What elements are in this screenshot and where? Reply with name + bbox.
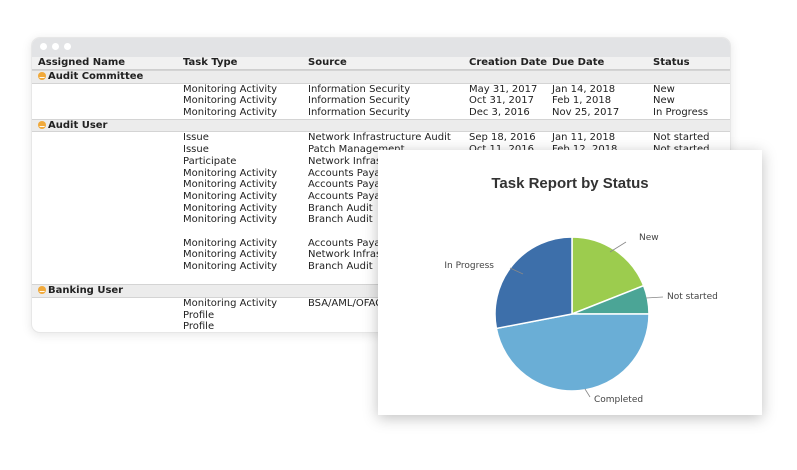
pie-slice-in-progress[interactable] [494,236,573,330]
table-row[interactable]: Monitoring Activity Accounts Payabl [32,168,730,180]
slice-label-connector [645,296,664,299]
column-header-status[interactable]: Status [653,57,690,68]
table-cell: Accounts Payabl [308,190,390,202]
slice-label: Not started [667,292,718,302]
table-cell: Dec 3, 2016 [469,107,530,119]
table-cell: Monitoring Activity [183,202,278,214]
table-row[interactable]: Monitoring Activity Accounts Payabl [32,238,730,250]
table-row[interactable]: Profile [32,310,730,322]
window-close-dot[interactable] [40,43,47,50]
table-cell: Branch Audit [308,261,373,272]
table-cell: Monitoring Activity [183,167,278,179]
table-cell: Accounts Payabl [308,179,390,191]
window-maximize-dot[interactable] [64,43,71,50]
column-header-creation-date[interactable]: Creation Date [469,57,548,68]
table-header: Assigned Name Task Type Source Creation … [32,57,730,70]
table-cell: May 31, 2017 [469,83,538,95]
column-header-assigned-name[interactable]: Assigned Name [38,57,126,68]
collapse-toggle-icon[interactable]: − [38,72,46,82]
table-cell: Accounts Payabl [308,237,390,249]
table-cell: Feb 12, 2018 [552,144,617,156]
table-cell: Accounts Payabl [308,167,390,179]
column-header-task-type[interactable]: Task Type [183,57,238,68]
table-cell: Monitoring Activity [183,107,278,119]
table-cell: Information Security [308,107,411,119]
slice-label-connector [609,241,627,253]
table-cell: Network Infrastructure Audit [308,132,451,144]
table-cell: Not started [653,132,710,144]
table-row[interactable]: Monitoring Activity Branch Audit [32,214,730,226]
pie-chart: New Not started Completed In Progress [444,233,718,405]
pie-slice-new[interactable] [571,236,645,316]
column-header-due-date[interactable]: Due Date [552,57,605,68]
table-cell: In Progress [653,107,709,119]
table-cell: Issue [183,144,209,156]
table-cell: Participate [183,155,237,167]
table-row[interactable]: Monitoring Activity Information Security O… [32,95,730,107]
table-row[interactable]: Monitoring Activity Information Security M… [32,84,730,96]
chart-title: Task Report by Status [491,175,649,192]
table-cell: Jan 11, 2018 [552,132,616,144]
table-cell: Information Security [308,95,411,107]
table-cell: Branch Audit [308,202,373,214]
table-row[interactable]: Monitoring Activity BSA/AML/OFAC [32,298,730,310]
window-titlebar [32,38,730,57]
table-row[interactable]: Participate Network Infrastr [32,156,730,168]
slice-label-connector [509,267,524,275]
group-row[interactable]: − Audit User [32,118,730,133]
slice-label: In Progress [444,261,494,271]
table-cell: Information Security [308,83,411,95]
slice-label: New [639,233,659,243]
pie-slice-completed[interactable] [495,313,650,392]
table-cell: Feb 1, 2018 [552,95,612,107]
table-row[interactable]: Monitoring Activity Branch Audit [32,203,730,215]
table-cell: Monitoring Activity [183,95,278,107]
table-cell: Sep 18, 2016 [469,132,536,144]
table-cell: Monitoring Activity [183,83,278,95]
group-row[interactable]: − Audit Committee [32,70,730,84]
table-cell: Monitoring Activity [183,249,278,261]
slice-label: Completed [594,395,643,405]
table-row[interactable]: Issue Network Infrastructure Audit Sep 18,… [32,132,730,144]
collapse-toggle-icon[interactable]: − [38,286,46,297]
table-cell: Not started [653,144,710,156]
table-cell: Issue [183,132,209,144]
table-cell: Monitoring Activity [183,214,278,226]
table-row[interactable]: Profile [32,321,730,333]
group-name: Banking User [48,285,124,297]
table-cell: Profile [183,321,215,333]
table-cell: Network Infrastr [308,249,390,261]
group-name: Audit Committee [48,71,144,82]
table-cell: BSA/AML/OFAC [308,298,383,310]
table-cell: Branch Audit [308,214,373,226]
table-cell: New [653,83,675,95]
table-row[interactable]: Issue Patch Management Oct 11, 2016 Feb 12,… [32,144,730,156]
window-minimize-dot[interactable] [52,43,59,50]
table-cell: Patch Management [308,144,405,156]
table-cell: Monitoring Activity [183,261,278,272]
table-cell: Jan 14, 2018 [552,83,616,95]
collapse-toggle-icon[interactable]: − [38,120,46,131]
table-cell: Oct 31, 2017 [469,95,534,107]
table-cell: Network Infrastr [308,155,390,167]
table-row[interactable]: Monitoring Activity Accounts Payabl [32,179,730,191]
table-cell: Monitoring Activity [183,190,278,202]
table-row[interactable]: Monitoring Activity Network Infrastr [32,249,730,261]
table-cell: Nov 25, 2017 [552,107,620,119]
slice-label-connector [584,388,591,398]
group-name: Audit User [48,119,108,131]
table-cell: Oct 11, 2016 [469,144,534,156]
table-cell: Profile [183,309,215,321]
table-row[interactable]: Monitoring Activity Branch Audit [32,261,730,273]
table-row[interactable]: Monitoring Activity Information Security D… [32,107,730,119]
table-cell: Monitoring Activity [183,179,278,191]
task-report-chart: Task Report by Status New Not started Comp… [378,150,762,415]
table-row[interactable]: Monitoring Activity Accounts Payabl [32,191,730,203]
table-cell: New [653,95,675,107]
table-cell: Monitoring Activity [183,298,278,310]
column-header-source[interactable]: Source [308,57,347,68]
table-cell: Monitoring Activity [183,237,278,249]
